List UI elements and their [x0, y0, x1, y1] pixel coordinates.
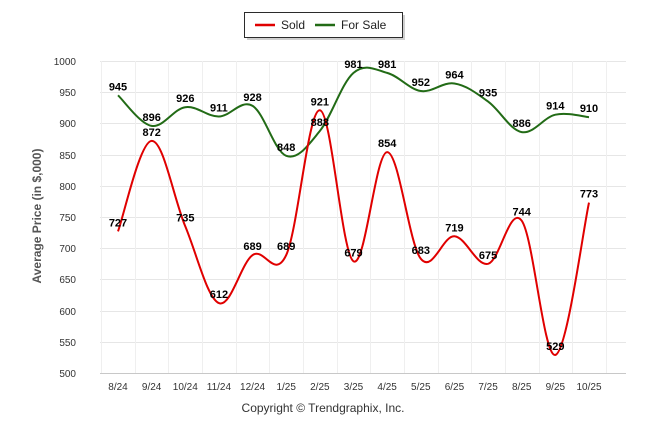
y-axis-ticks: 500 550 600 650 700 750 800 850 900 950 1000	[54, 57, 77, 380]
series-lines	[117, 66, 590, 356]
data-label-for-sale: 935	[479, 88, 497, 100]
data-label-for-sale: 945	[109, 81, 127, 93]
x-tick-label: 8/24	[108, 382, 128, 393]
legend-label-for-sale: For Sale	[341, 18, 387, 32]
data-label-for-sale: 928	[243, 92, 261, 104]
data-label-for-sale: 981	[344, 59, 362, 71]
y-tick-label: 850	[59, 151, 76, 162]
data-label-for-sale: 926	[176, 93, 194, 105]
x-tick-label: 4/25	[377, 382, 397, 393]
data-labels: 727 872 735 612 689 689 921 679 854 683 719 675 744 5…	[109, 59, 598, 353]
y-tick-label: 650	[59, 275, 76, 286]
x-tick-label: 2/25	[310, 382, 330, 393]
data-label-for-sale: 888	[311, 117, 329, 129]
y-tick-label: 800	[59, 182, 76, 193]
x-tick-label: 1/25	[276, 382, 296, 393]
x-tick-label: 12/24	[240, 382, 265, 393]
y-tick-label: 600	[59, 307, 76, 318]
data-label-sold: 719	[445, 222, 463, 234]
data-label-sold: 872	[142, 127, 160, 139]
data-label-for-sale: 848	[277, 142, 295, 154]
y-tick-label: 500	[59, 369, 76, 380]
y-axis-title: Average Price (in $,000)	[30, 149, 44, 284]
data-label-for-sale: 910	[580, 103, 598, 115]
data-label-sold: 675	[479, 250, 497, 262]
x-tick-label: 6/25	[445, 382, 465, 393]
data-label-sold: 773	[580, 189, 598, 201]
data-label-sold: 744	[513, 207, 532, 219]
data-label-for-sale: 886	[513, 118, 531, 130]
y-tick-label: 950	[59, 88, 76, 99]
series-line-for-sale	[117, 66, 590, 158]
data-label-sold: 683	[412, 245, 430, 257]
data-label-sold: 679	[344, 247, 362, 259]
data-label-for-sale: 964	[445, 69, 464, 81]
data-label-for-sale: 952	[412, 77, 430, 89]
data-label-sold: 921	[311, 96, 329, 108]
copyright-text: Copyright © Trendgraphix, Inc.	[241, 401, 405, 415]
y-tick-label: 1000	[54, 57, 77, 68]
y-tick-label: 900	[59, 119, 76, 130]
x-tick-label: 10/25	[576, 382, 601, 393]
data-label-for-sale: 911	[210, 103, 228, 115]
x-tick-label: 10/24	[173, 382, 198, 393]
data-label-sold: 727	[109, 217, 127, 229]
x-tick-label: 7/25	[478, 382, 498, 393]
data-label-sold: 529	[546, 341, 564, 353]
x-tick-label: 3/25	[344, 382, 364, 393]
x-tick-label: 5/25	[411, 382, 431, 393]
series-line-sold	[117, 109, 590, 356]
x-tick-label: 9/25	[546, 382, 566, 393]
y-tick-label: 700	[59, 244, 76, 255]
legend: Sold For Sale	[244, 12, 405, 40]
data-label-sold: 689	[243, 241, 261, 253]
y-tick-label: 550	[59, 338, 76, 349]
data-label-sold: 854	[378, 138, 397, 150]
data-label-sold: 612	[210, 289, 228, 301]
data-label-for-sale: 896	[142, 112, 160, 124]
grid-lines	[100, 61, 626, 374]
x-tick-label: 9/24	[142, 382, 162, 393]
data-label-for-sale: 981	[378, 59, 396, 71]
x-axis-ticks: 8/24 9/24 10/24 11/24 12/24 1/25 2/25 3/25 4/25 5…	[108, 382, 602, 393]
legend-label-sold: Sold	[281, 18, 305, 32]
x-tick-label: 11/24	[207, 382, 232, 393]
data-label-for-sale: 914	[546, 101, 565, 113]
x-tick-label: 8/25	[512, 382, 532, 393]
y-tick-label: 750	[59, 213, 76, 224]
data-label-sold: 689	[277, 241, 295, 253]
data-label-sold: 735	[176, 212, 194, 224]
